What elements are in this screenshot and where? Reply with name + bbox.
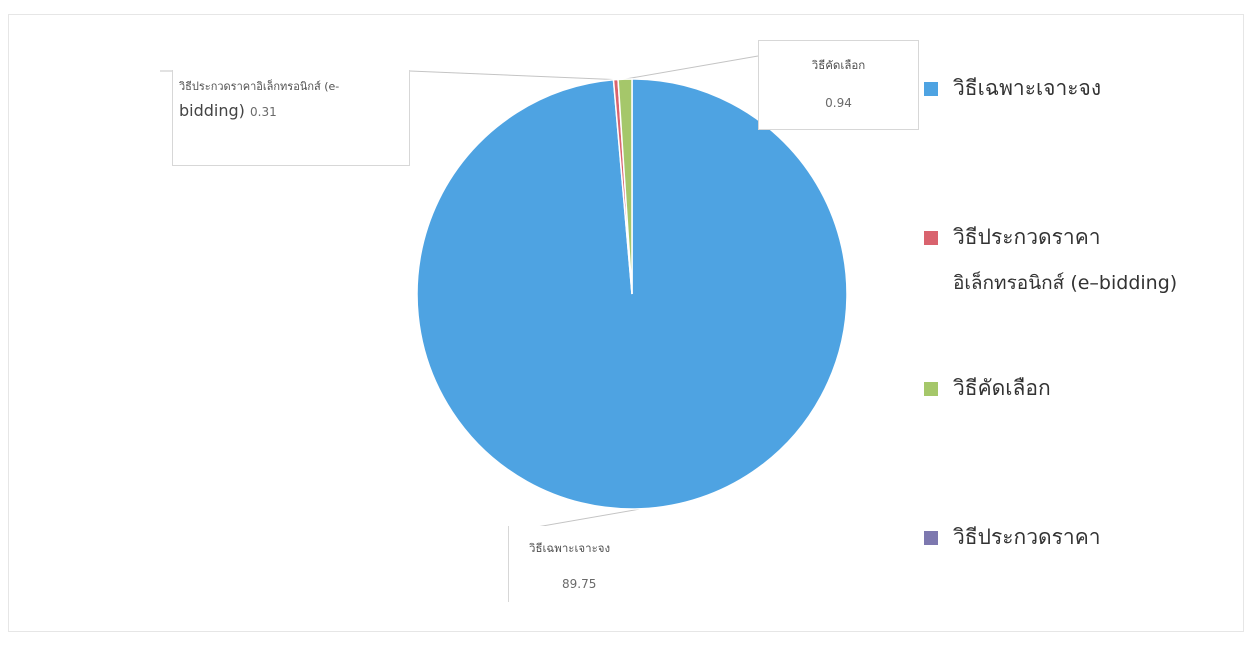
data-label-selection-name: วิธีคัดเลือก [811, 58, 866, 72]
legend-label-specific: วิธีเฉพาะเจาะจง [953, 76, 1102, 100]
legend-swatch-selection [924, 382, 938, 396]
legend-label-ebidding-line1: วิธีประกวดราคา [953, 225, 1101, 249]
data-label-specific-name: วิธีเฉพาะเจาะจง [529, 541, 611, 555]
data-label-ebidding-name: วิธีประกวดราคาอิเล็กทรอนิกส์ (e- [179, 80, 340, 93]
legend-label-ebidding-line2: อิเล็กทรอนิกส์ (e–bidding) [953, 272, 1178, 294]
leader-line-ebidding [409, 70, 616, 81]
data-label-ebidding-name-tail: bidding) [179, 101, 245, 120]
slice-selection [617, 78, 633, 295]
data-label-specific-value: 89.75 [562, 577, 597, 591]
legend-label-selection: วิธีคัดเลือก [953, 376, 1051, 400]
data-label-ebidding: วิธีประกวดราคาอิเล็กทรอนิกส์ (e- bidding… [172, 70, 410, 166]
leader-line-selection [624, 55, 759, 80]
data-label-ebidding-value: 0.31 [250, 105, 277, 119]
legend-swatch-auction [924, 531, 938, 545]
data-label-specific: วิธีเฉพาะเจาะจง 89.75 [508, 526, 640, 602]
data-label-selection-value: 0.94 [825, 96, 852, 110]
pie-slices [416, 78, 848, 510]
legend-swatch-specific [924, 82, 938, 96]
legend-label-auction: วิธีประกวดราคา [953, 525, 1101, 549]
legend-swatch-ebidding [924, 231, 938, 245]
chart-frame [8, 14, 1244, 632]
data-label-selection: วิธีคัดเลือก 0.94 [758, 40, 919, 130]
